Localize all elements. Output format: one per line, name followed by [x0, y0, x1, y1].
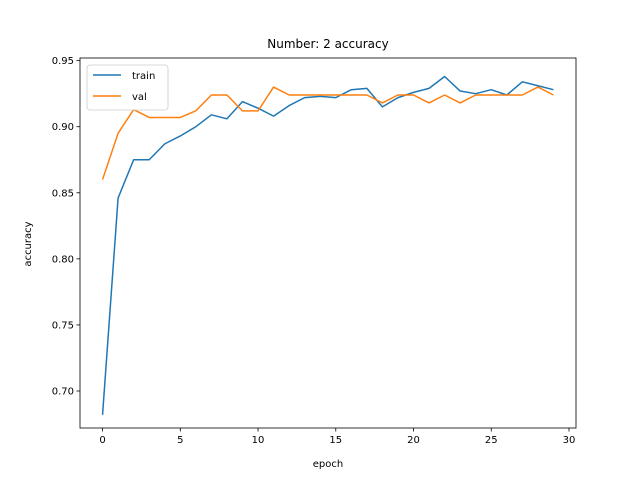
- y-tick-label: 0.85: [52, 188, 74, 199]
- x-tick-label: 20: [407, 435, 420, 446]
- legend-box: [86, 64, 169, 111]
- axes-frame: [79, 57, 577, 429]
- legend-label-val: val: [132, 92, 147, 103]
- series-line-val: [101, 86, 554, 180]
- x-tick-label: 15: [329, 435, 342, 446]
- y-tick-label: 0.90: [52, 122, 74, 133]
- y-tick-label: 0.80: [52, 254, 74, 265]
- plot-lines: [101, 75, 554, 415]
- series-line-train: [101, 75, 554, 415]
- legend: train val: [86, 64, 169, 111]
- chart-title: Number: 2 accuracy: [267, 37, 388, 51]
- y-ticks: 0.70 0.75 0.80 0.85 0.90 0.95: [52, 56, 80, 398]
- y-tick-label: 0.70: [52, 387, 74, 398]
- y-tick-label: 0.95: [52, 56, 74, 67]
- legend-label-train: train: [132, 71, 155, 82]
- x-tick-label: 10: [252, 435, 265, 446]
- y-tick-label: 0.75: [52, 320, 74, 331]
- y-axis-label: accuracy: [23, 221, 34, 266]
- x-axis-label: epoch: [313, 459, 343, 470]
- x-tick-label: 30: [563, 435, 576, 446]
- x-tick-label: 0: [99, 435, 105, 446]
- x-ticks: 0 5 10 15 20 25 30: [99, 428, 575, 446]
- x-tick-label: 25: [485, 435, 498, 446]
- x-tick-label: 5: [177, 435, 183, 446]
